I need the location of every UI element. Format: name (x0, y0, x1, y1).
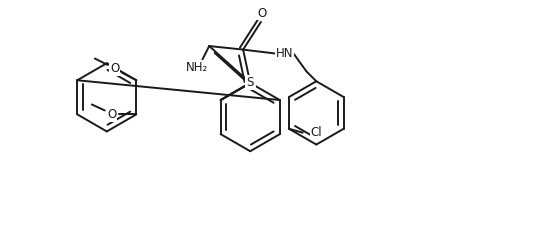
Text: O: O (107, 108, 116, 121)
Text: HN: HN (276, 47, 293, 60)
Text: S: S (246, 76, 254, 89)
Text: N: N (246, 76, 254, 88)
Text: Cl: Cl (310, 126, 322, 139)
Text: O: O (257, 7, 267, 19)
Text: O: O (110, 62, 119, 75)
Text: NH₂: NH₂ (186, 61, 209, 74)
